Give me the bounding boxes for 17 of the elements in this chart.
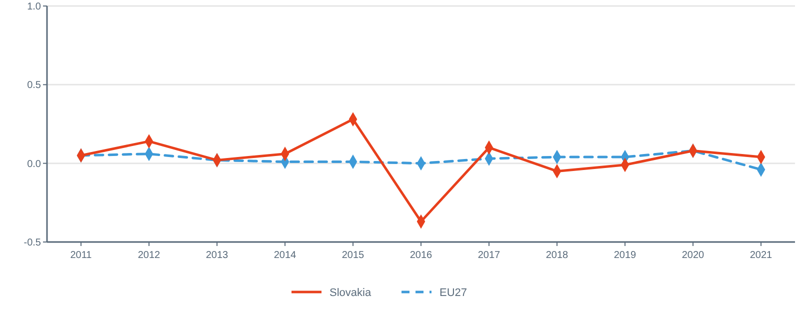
y-tick-label: 0.0 [27, 158, 42, 170]
y-tick-label: 0.5 [27, 80, 42, 92]
x-tick-label: 2017 [478, 250, 501, 261]
x-tick-label: 2013 [206, 250, 229, 261]
x-tick-label: 2011 [70, 250, 92, 261]
legend-label: Slovakia [330, 286, 372, 299]
x-tick-label: 2020 [682, 250, 705, 261]
y-tick-label: -0.5 [24, 238, 42, 248]
x-tick-label: 2018 [546, 250, 569, 261]
x-tick-label: 2015 [342, 250, 365, 261]
legend-label: EU27 [440, 286, 468, 299]
x-tick-label: 2012 [138, 250, 161, 261]
x-tick-label: 2019 [614, 250, 637, 261]
x-tick-label: 2016 [410, 250, 433, 261]
y-tick-label: 1.0 [27, 2, 42, 12]
x-tick-label: 2021 [750, 250, 773, 261]
x-tick-label: 2014 [274, 250, 297, 261]
